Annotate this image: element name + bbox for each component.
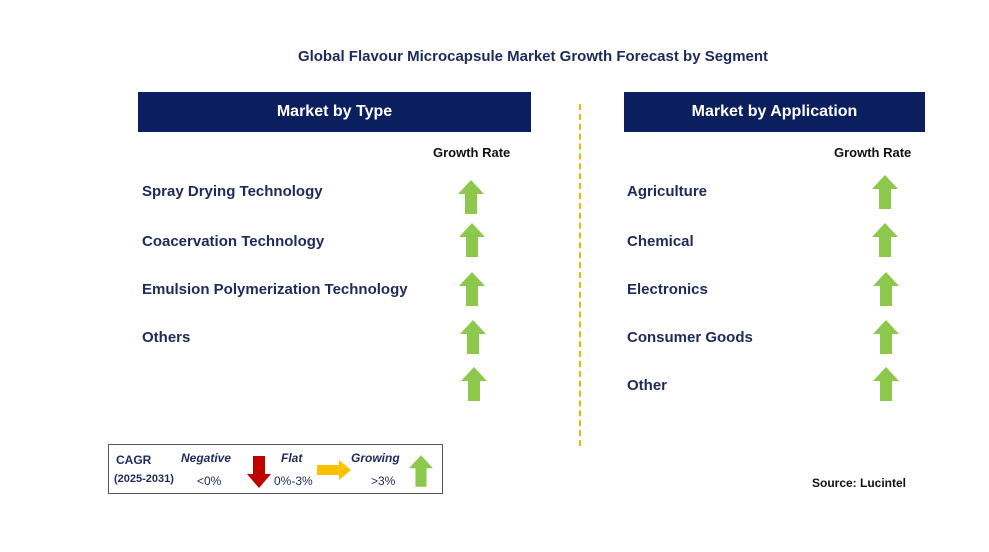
up-arrow-icon — [409, 455, 433, 487]
application-growth-rate-label: Growth Rate — [834, 145, 912, 160]
up-arrow-icon — [460, 320, 486, 354]
cagr-legend: CAGR (2025-2031) Negative <0% Flat 0%-3%… — [108, 444, 443, 494]
application-row-label: Electronics — [627, 281, 708, 298]
type-row-label: Others — [142, 329, 191, 346]
source-label: Source: Lucintel — [812, 476, 907, 490]
application-row-label: Chemical — [627, 233, 694, 250]
legend-negative-label: Negative — [181, 451, 232, 465]
up-arrow-icon — [873, 367, 899, 401]
type-panel-header: Market by Type — [138, 92, 531, 132]
type-row-label: Emulsion Polymerization Technology — [142, 281, 408, 298]
up-arrow-icon — [458, 180, 484, 214]
legend-growing-range: >3% — [371, 474, 396, 488]
application-row-label: Consumer Goods — [627, 329, 753, 346]
legend-growing-label: Growing — [351, 451, 400, 465]
up-arrow-icon — [872, 223, 898, 257]
legend-cagr-label: CAGR — [116, 453, 152, 467]
application-row-label: Agriculture — [627, 183, 708, 200]
type-growth-rate-label: Growth Rate — [433, 145, 511, 160]
up-arrow-icon — [873, 320, 899, 354]
up-arrow-icon — [461, 367, 487, 401]
down-arrow-icon — [247, 456, 271, 488]
type-row-label: Coacervation Technology — [142, 233, 325, 250]
type-row-label: Spray Drying Technology — [142, 183, 323, 200]
up-arrow-icon — [872, 175, 898, 209]
right-arrow-icon — [317, 460, 351, 480]
panel-divider — [579, 104, 581, 446]
up-arrow-icon — [459, 272, 485, 306]
legend-negative-range: <0% — [197, 474, 222, 488]
legend-period-label: (2025-2031) — [114, 473, 174, 485]
up-arrow-icon — [873, 272, 899, 306]
application-row-label: Other — [627, 377, 668, 394]
legend-flat-label: Flat — [281, 451, 303, 465]
legend-flat-range: 0%-3% — [274, 474, 313, 488]
application-panel-header: Market by Application — [624, 92, 925, 132]
up-arrow-icon — [459, 223, 485, 257]
chart-title: Global Flavour Microcapsule Market Growt… — [297, 48, 769, 65]
